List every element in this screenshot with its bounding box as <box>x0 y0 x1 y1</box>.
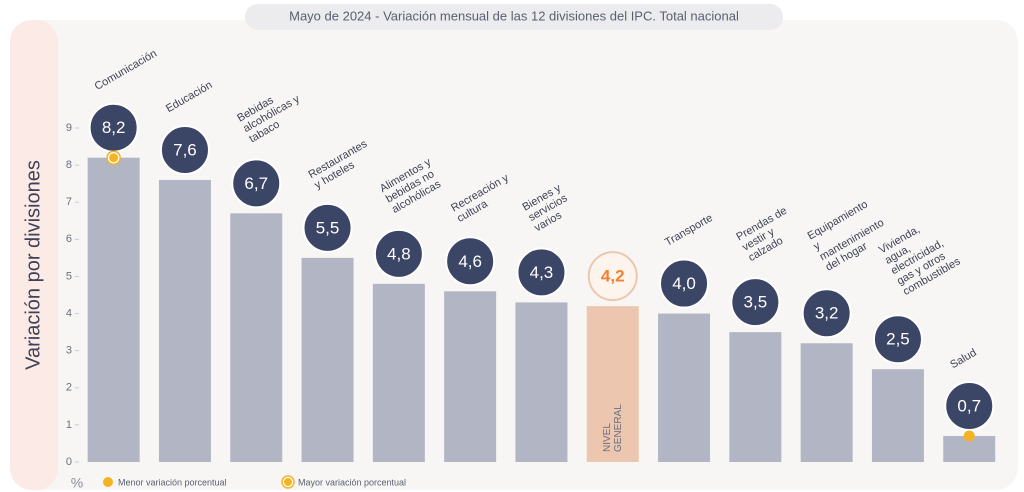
bar <box>729 332 782 462</box>
bar <box>800 343 853 462</box>
value-label: 3,5 <box>744 293 768 312</box>
value-label: 3,2 <box>815 304 839 323</box>
category-label: NIVEL GENERAL <box>601 404 623 452</box>
value-label: 4,8 <box>387 244 411 263</box>
value-badge <box>944 381 995 432</box>
value-label: 4,3 <box>530 263 554 282</box>
bar <box>301 257 354 462</box>
y-tick-label: 8 <box>66 159 72 171</box>
bar <box>87 157 140 462</box>
value-badge <box>302 202 353 253</box>
value-label: 0,7 <box>957 397 981 416</box>
min-marker <box>963 430 975 442</box>
value-badge <box>872 314 923 365</box>
value-badge <box>659 258 710 309</box>
value-label: 4,0 <box>672 274 696 293</box>
legend-marker <box>284 478 292 486</box>
y-tick-label: 6 <box>66 233 72 245</box>
value-label: 4,6 <box>458 252 482 271</box>
y-tick-label: 2 <box>66 382 72 394</box>
value-badge <box>159 124 210 175</box>
axis-panel <box>10 20 58 490</box>
bar <box>658 313 711 462</box>
y-axis-label: Variación por divisiones <box>22 160 44 370</box>
value-badge <box>445 236 496 287</box>
value-badge <box>516 247 567 298</box>
bar <box>372 283 425 462</box>
legend-marker <box>103 477 113 487</box>
value-badge <box>801 288 852 339</box>
value-label: 2,5 <box>886 330 910 349</box>
value-label: 8,2 <box>102 118 126 137</box>
legend-label: Mayor variación porcentual <box>298 477 406 487</box>
y-tick-label: 0 <box>66 456 72 468</box>
y-tick-label: 7 <box>66 196 72 208</box>
legend-label: Menor variación porcentual <box>118 477 227 487</box>
y-tick-label: 9 <box>66 122 72 134</box>
y-tick-label: 1 <box>66 419 72 431</box>
bar <box>444 291 497 462</box>
bar <box>871 369 924 462</box>
value-label: 7,6 <box>173 140 197 159</box>
y-tick-label: 5 <box>66 270 72 282</box>
value-label: 4,2 <box>601 267 625 286</box>
value-badge <box>730 277 781 328</box>
bar <box>586 306 639 462</box>
chart-title: Mayo de 2024 - Variación mensual de las … <box>289 8 739 23</box>
value-badge <box>587 251 638 302</box>
y-tick-label: 4 <box>66 307 72 319</box>
value-label: 5,5 <box>316 218 340 237</box>
value-badge <box>231 158 282 209</box>
title-pill <box>245 4 783 30</box>
y-tick-label: 3 <box>66 345 72 357</box>
bar <box>515 302 568 462</box>
bar <box>230 213 283 462</box>
unit-label: % <box>71 475 83 491</box>
bar <box>158 179 211 462</box>
max-marker <box>109 153 119 163</box>
value-badge <box>373 228 424 279</box>
value-label: 6,7 <box>244 174 268 193</box>
